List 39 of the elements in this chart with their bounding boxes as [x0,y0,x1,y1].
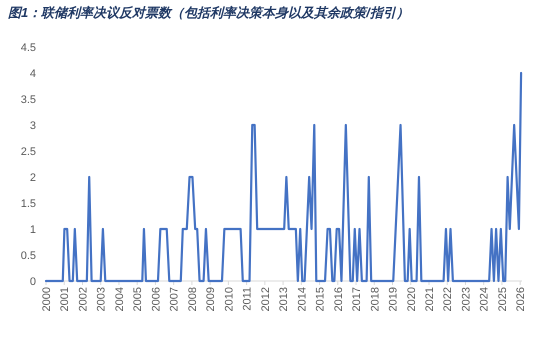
x-tick-label: 2009 [205,287,218,312]
chart-title: 图1：联储利率决议反对票数（包括利率决策本身以及其余政策/指引） [8,5,409,20]
x-tick-label: 2012 [260,287,272,312]
x-tick-label: 2004 [114,287,126,312]
x-tick-label: 2010 [223,287,236,312]
y-tick-label: 2.5 [20,146,36,158]
x-tick-label: 2002 [77,287,90,312]
x-tick-label: 2006 [150,287,162,312]
x-tick-label: 2018 [369,287,382,312]
x-tick-label: 2019 [388,287,400,312]
x-tick-label: 2020 [406,287,418,312]
x-tick-label: 2025 [496,287,509,312]
y-tick-label: 0.5 [20,250,36,262]
x-tick-label: 2003 [96,287,108,312]
y-tick-label: 1.5 [20,198,36,210]
y-tick-label: 2 [30,172,36,184]
x-tick-label: 2015 [314,287,327,312]
x-tick-label: 2024 [478,287,491,312]
y-tick-label: 1 [30,224,36,236]
y-tick-label: 4.5 [20,42,36,54]
x-tick-label: 2001 [59,287,72,312]
y-tick-label: 3 [30,120,36,132]
y-tick-label: 4 [30,68,36,80]
x-tick-label: 2000 [41,287,53,312]
x-tick-label: 2016 [332,287,345,312]
x-tick-label: 2022 [442,287,454,312]
x-tick-label: 2008 [186,287,199,312]
line-series [44,72,522,282]
x-tick-label: 2011 [242,287,254,311]
x-tick-label: 2007 [168,287,181,312]
x-tick-label: 2005 [132,287,144,312]
x-tick-label: 2013 [278,287,290,312]
y-tick-label: 0 [30,276,36,288]
x-tick-label: 2023 [460,287,472,312]
x-tick-label: 2017 [351,287,364,312]
x-tick-label: 2021 [424,287,436,312]
y-tick-label: 3.5 [20,94,36,106]
x-tick-label: 2014 [296,287,308,312]
x-tick-label: 2026 [515,287,528,312]
